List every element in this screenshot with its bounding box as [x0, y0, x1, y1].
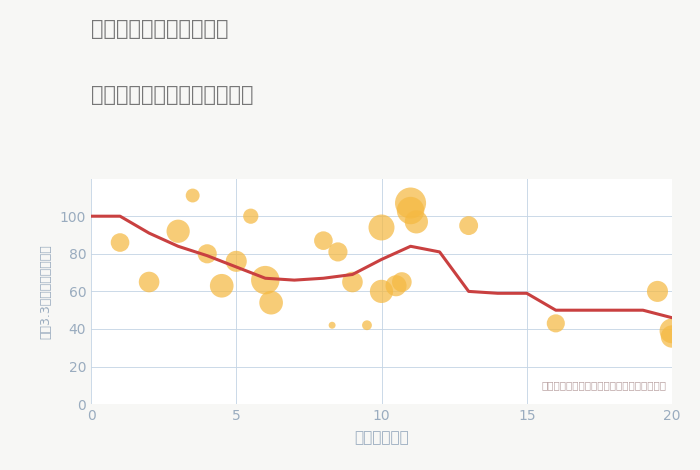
Text: 円の大きさは、取引のあった物件面積を示す: 円の大きさは、取引のあった物件面積を示す	[541, 381, 666, 391]
Point	[391, 282, 402, 290]
Point	[411, 218, 422, 226]
Point	[376, 288, 387, 295]
Point	[144, 278, 155, 286]
Point	[114, 239, 126, 246]
Point	[666, 327, 678, 335]
Y-axis label: 坪（3.3㎡）単価（万円）: 坪（3.3㎡）単価（万円）	[40, 244, 52, 339]
Point	[361, 321, 372, 329]
Point	[231, 258, 242, 265]
Point	[265, 299, 276, 306]
Text: 駅距離別中古マンション価格: 駅距離別中古マンション価格	[91, 85, 253, 105]
Point	[396, 278, 407, 286]
Point	[202, 250, 213, 258]
Point	[332, 248, 344, 256]
Point	[187, 192, 198, 199]
Point	[463, 222, 475, 229]
Point	[652, 288, 663, 295]
Point	[346, 278, 358, 286]
Point	[405, 199, 416, 207]
Text: 千葉県市原市辰巳台西の: 千葉県市原市辰巳台西の	[91, 19, 228, 39]
Point	[550, 320, 561, 327]
Point	[245, 212, 256, 220]
Point	[318, 237, 329, 244]
Point	[376, 224, 387, 231]
Point	[172, 227, 183, 235]
Point	[405, 207, 416, 214]
Point	[326, 321, 337, 329]
X-axis label: 駅距離（分）: 駅距離（分）	[354, 430, 409, 445]
Point	[260, 276, 271, 284]
Point	[666, 333, 678, 340]
Point	[216, 282, 228, 290]
